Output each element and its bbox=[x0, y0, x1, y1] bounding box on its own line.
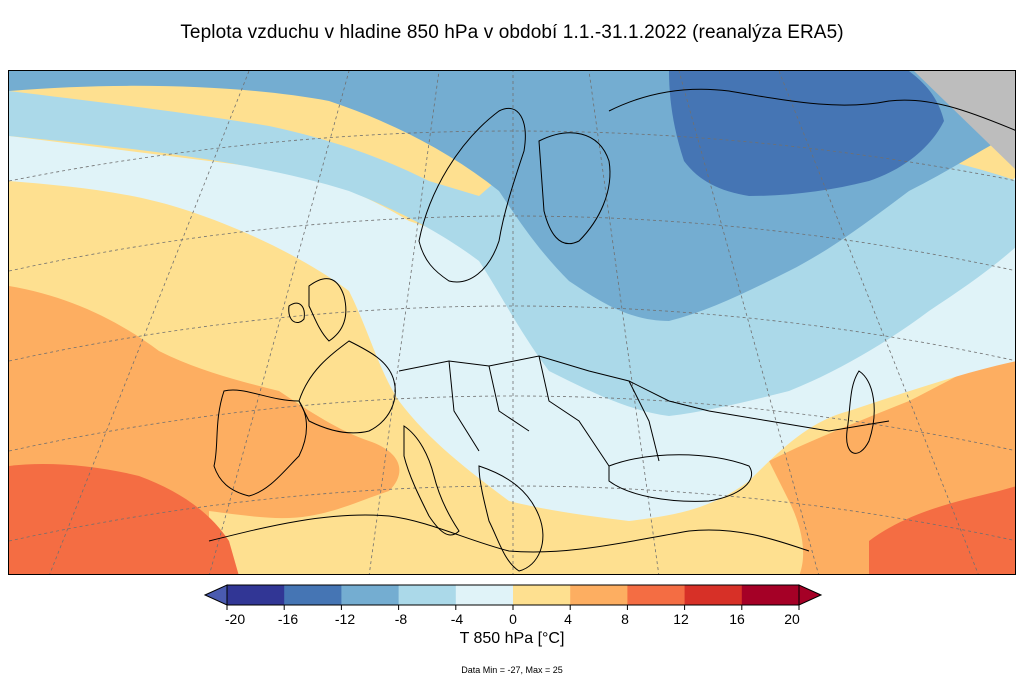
graticule bbox=[9, 71, 1015, 574]
colorbar-bin bbox=[455, 585, 514, 605]
band-m16-m12 bbox=[669, 71, 944, 196]
data-range-note: Data Min = -27, Max = 25 bbox=[461, 665, 563, 675]
temperature-map bbox=[8, 70, 1016, 575]
map-title: Teplota vzduchu v hladine 850 hPa v obdo… bbox=[180, 22, 844, 43]
tick-label: -20 bbox=[224, 611, 246, 627]
colorbar-bin bbox=[627, 585, 686, 605]
tick-label: 20 bbox=[784, 611, 800, 627]
colorbar-label: T 850 hPa [°C] bbox=[459, 630, 565, 647]
tick-label: 16 bbox=[729, 611, 745, 627]
tick-label: -8 bbox=[394, 611, 408, 627]
tick-label: -16 bbox=[277, 611, 299, 627]
colorbar-bin bbox=[227, 585, 285, 605]
band-m4-0 bbox=[9, 136, 1015, 521]
colorbar-bin bbox=[398, 585, 457, 605]
colorbar-over-arrow bbox=[798, 584, 823, 606]
tick-label: -12 bbox=[334, 611, 356, 627]
band-8-12-east bbox=[869, 486, 1015, 574]
colorbar-bin bbox=[570, 585, 628, 605]
tick-label: 4 bbox=[564, 611, 572, 627]
tick-label: 12 bbox=[673, 611, 689, 627]
colorbar-bin bbox=[284, 585, 342, 605]
colorbar-bin bbox=[513, 585, 571, 605]
colorbar bbox=[203, 584, 823, 610]
tick-label: -4 bbox=[450, 611, 464, 627]
coastlines bbox=[208, 88, 1015, 572]
tick-label: 0 bbox=[509, 611, 517, 627]
colorbar-under-arrow bbox=[203, 584, 228, 606]
colorbar-bin bbox=[341, 585, 400, 605]
tick-label: 8 bbox=[621, 611, 629, 627]
colorbar-bin bbox=[741, 585, 800, 605]
colorbar-bin bbox=[684, 585, 743, 605]
